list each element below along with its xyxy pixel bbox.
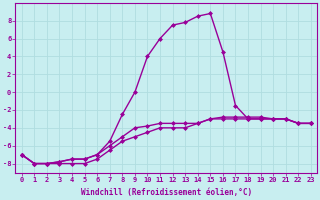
X-axis label: Windchill (Refroidissement éolien,°C): Windchill (Refroidissement éolien,°C) bbox=[81, 188, 252, 197]
